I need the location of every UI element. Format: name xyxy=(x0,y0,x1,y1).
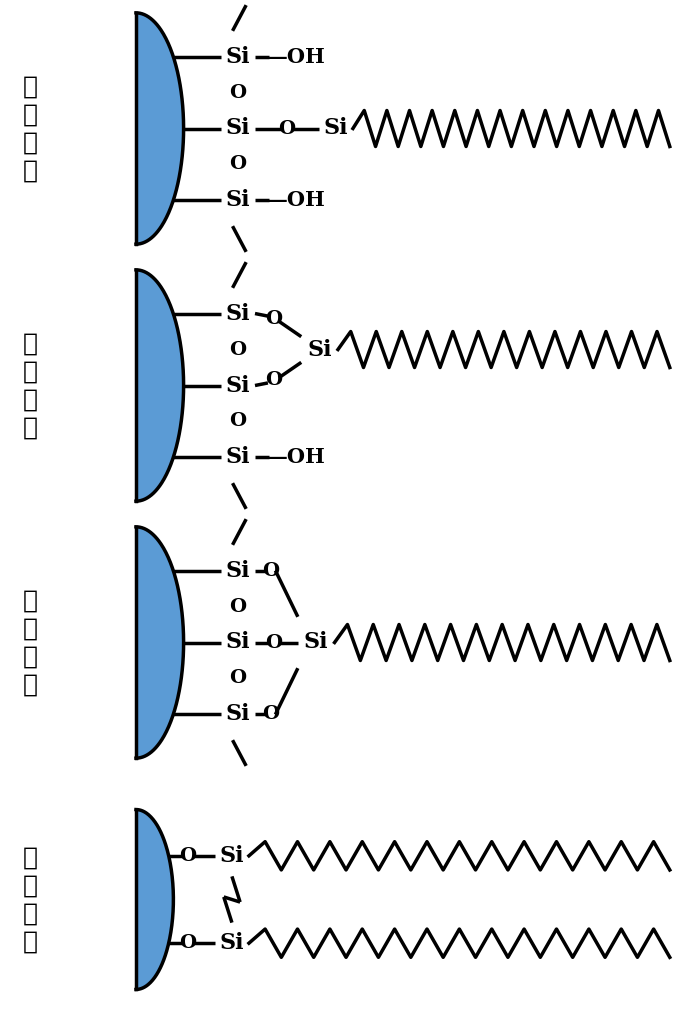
Text: Si: Si xyxy=(324,117,348,140)
Text: Si: Si xyxy=(304,631,328,654)
Text: 三
键
键
合: 三 键 键 合 xyxy=(23,589,38,696)
Polygon shape xyxy=(136,12,184,244)
Text: O: O xyxy=(229,155,247,174)
Polygon shape xyxy=(136,270,184,501)
Text: Si: Si xyxy=(226,374,250,397)
Text: Si: Si xyxy=(226,117,250,140)
Text: O: O xyxy=(179,847,197,865)
Polygon shape xyxy=(136,526,184,759)
Text: O: O xyxy=(229,83,247,102)
Text: Si: Si xyxy=(226,302,250,325)
Text: O: O xyxy=(262,561,279,580)
Text: Si: Si xyxy=(226,446,250,469)
Text: O: O xyxy=(229,340,247,359)
Polygon shape xyxy=(136,810,173,989)
Text: —OH: —OH xyxy=(267,46,326,67)
Text: Si: Si xyxy=(226,703,250,726)
Text: Si: Si xyxy=(226,189,250,212)
Text: 双
键
键
合: 双 键 键 合 xyxy=(23,332,38,439)
Text: Si: Si xyxy=(220,845,244,867)
Text: Si: Si xyxy=(307,338,332,361)
Text: O: O xyxy=(179,934,197,952)
Text: Si: Si xyxy=(226,631,250,654)
Text: —OH: —OH xyxy=(267,447,326,468)
Text: O: O xyxy=(262,705,279,724)
Text: O: O xyxy=(278,119,296,138)
Text: —OH: —OH xyxy=(267,190,326,211)
Text: Si: Si xyxy=(226,45,250,68)
Text: Si: Si xyxy=(220,932,244,954)
Text: 双
齿
键
合: 双 齿 键 合 xyxy=(23,846,38,953)
Text: Si: Si xyxy=(226,559,250,582)
Text: 单
键
键
合: 单 键 键 合 xyxy=(23,75,38,182)
Text: O: O xyxy=(229,597,247,616)
Text: O: O xyxy=(265,371,282,390)
Text: O: O xyxy=(265,633,282,652)
Text: O: O xyxy=(229,412,247,431)
Text: O: O xyxy=(265,309,282,328)
Text: O: O xyxy=(229,669,247,688)
